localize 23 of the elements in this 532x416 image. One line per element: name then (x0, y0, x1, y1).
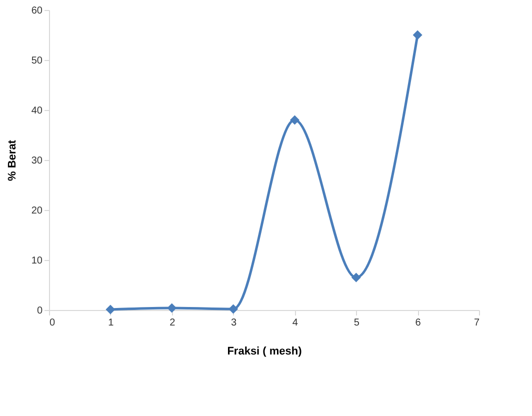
point (228, 304, 238, 314)
x-axis-title: Fraksi ( mesh) (227, 346, 302, 358)
x-tick-label: 2 (170, 318, 176, 328)
x-tick-label: 3 (231, 318, 238, 328)
x-tick-label: 1 (108, 318, 114, 328)
y-tick-label: 0 (36, 306, 43, 316)
x-tick-label: 5 (354, 318, 360, 328)
x-tick-label: 0 (50, 318, 56, 328)
y-tick-label: 50 (31, 56, 43, 66)
point (351, 272, 361, 282)
x-tick-label: 6 (415, 318, 422, 328)
y-tick-label: 10 (31, 256, 43, 266)
x-tick-label: 4 (292, 318, 298, 328)
x-tick-label: 7 (474, 318, 480, 328)
y-tick-label: 40 (31, 106, 43, 116)
point (167, 303, 177, 313)
y-tick-label: 20 (31, 206, 43, 216)
y-axis-title: % Berat (6, 140, 18, 181)
point (106, 304, 116, 314)
y-tick-label: 30 (31, 156, 43, 166)
point (412, 30, 422, 40)
y-tick-label: 60 (31, 6, 43, 16)
point (290, 115, 300, 125)
